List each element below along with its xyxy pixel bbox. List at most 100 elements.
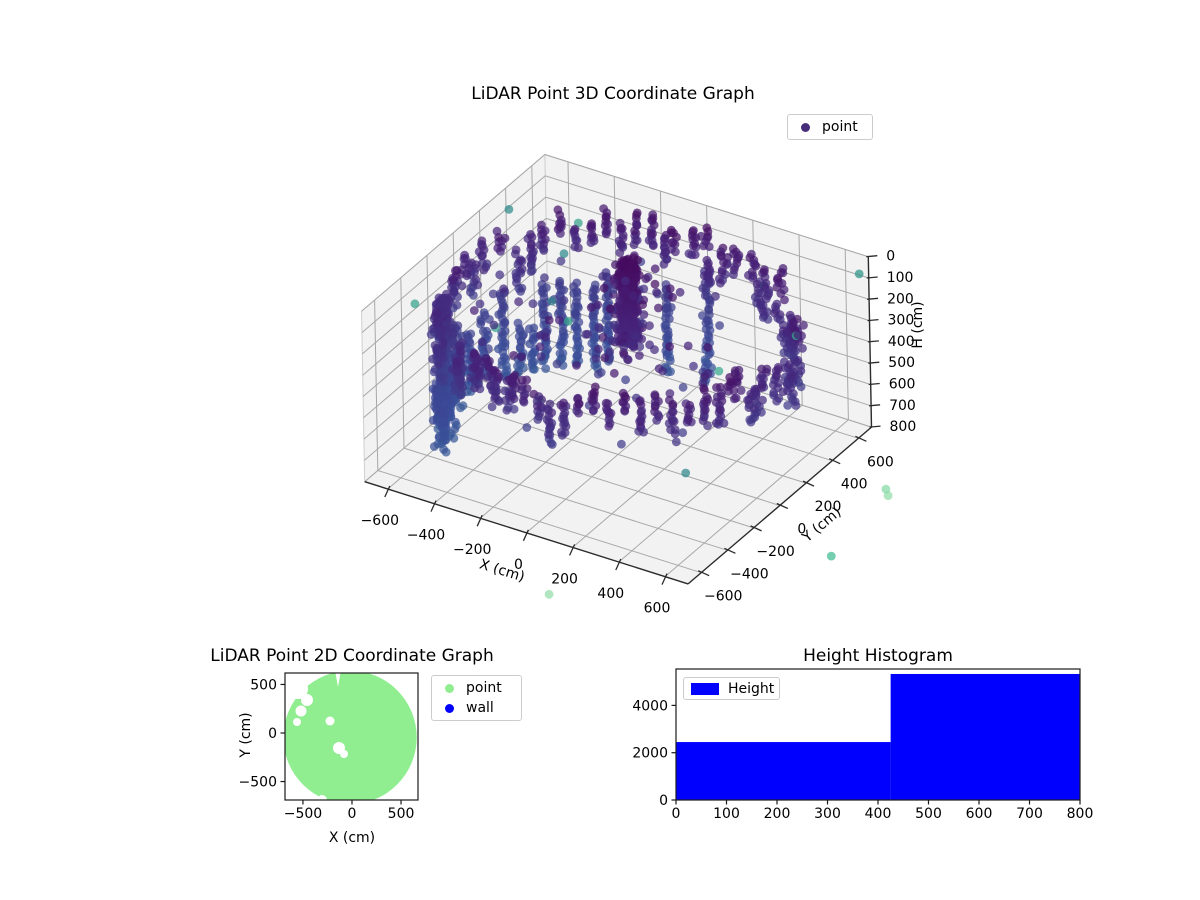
plot2d: −500 0 500 500 0 −500: [239, 672, 419, 822]
z-tick: [868, 382, 880, 386]
y-tick-label: 0: [659, 793, 668, 809]
blob-notch: [335, 673, 341, 687]
y-tick-label: 0: [268, 726, 277, 742]
x-tick-label: 600: [644, 601, 671, 617]
y-tick: [802, 480, 815, 487]
height-patch-icon: [691, 682, 719, 695]
z-tick: [866, 255, 878, 258]
x-tick: [615, 558, 622, 571]
plot2d-xaxis-label: X (cm): [328, 830, 376, 846]
x-tick: [569, 544, 576, 556]
legend-row-point: point: [788, 117, 872, 137]
axis-spines-and-ticks: −600−400−2000200400600−600−400−200020040…: [361, 249, 917, 617]
legend-label: point: [466, 680, 502, 696]
z-tick-label: 300: [888, 313, 915, 329]
z-tick-label: 0: [886, 249, 895, 265]
x-tick-label: 300: [814, 806, 841, 822]
x-tick: [522, 529, 529, 542]
x-tick-label: 600: [966, 806, 993, 822]
z-tick: [867, 318, 879, 322]
y-tick-label: 500: [250, 677, 277, 693]
legend-row-point: point: [432, 678, 521, 698]
grid-line: [544, 154, 869, 258]
z-tick: [867, 297, 879, 300]
grid-line: [572, 390, 757, 548]
histogram: 0 100 200 300 400 500 600 700 800 0 2000 4000: [632, 668, 1094, 822]
point-scatter-region: [285, 673, 417, 800]
x-tick-label: 200: [764, 806, 791, 822]
blob-notch: [325, 716, 335, 726]
y-tick-label: 400: [841, 477, 868, 493]
x-tick: [384, 485, 391, 498]
wall-marker-icon: [445, 703, 454, 713]
z-tick-label: 500: [888, 355, 915, 371]
z-tick: [869, 404, 881, 407]
x-tick-label: 0: [672, 806, 681, 822]
y-tick-label: −400: [730, 566, 768, 582]
grid-line: [361, 154, 546, 312]
plot3d-zaxis-label: H (cm): [910, 301, 926, 349]
y-tick: [697, 570, 710, 577]
legend-row-wall: wall: [432, 698, 521, 718]
z-tick: [869, 425, 881, 428]
blob-notch: [317, 795, 327, 800]
y-tick: [724, 547, 736, 554]
point-marker-icon: [801, 122, 810, 132]
x-tick-label: 500: [915, 806, 942, 822]
legend-row-height: Height: [684, 679, 779, 699]
y-tick-label: 200: [815, 499, 842, 515]
histogram-bar: [676, 742, 891, 800]
y-tick-label: 4000: [632, 698, 668, 714]
x-tick-label: 800: [1067, 806, 1094, 822]
histogram-title: Height Histogram: [803, 646, 953, 666]
blob-notch: [295, 705, 307, 717]
blob-notch: [285, 673, 294, 684]
legend-label: point: [822, 119, 858, 135]
grid-line: [618, 404, 803, 563]
plot3d-title: LiDAR Point 3D Coordinate Graph: [471, 84, 755, 104]
z-tick: [866, 276, 878, 279]
y-tick-label: 600: [867, 454, 894, 470]
blob-notch: [301, 694, 313, 706]
y-tick-label: −500: [239, 775, 277, 791]
plot3d: −600−400−2000200400600−600−400−200020040…: [361, 153, 917, 617]
y-tick: [855, 435, 867, 442]
point-cloud-2d: [285, 673, 417, 800]
legend-label: Height: [728, 680, 775, 697]
y-tick-label: −600: [704, 589, 742, 605]
y-tick: [750, 525, 762, 532]
z-tick-label: 400: [888, 334, 915, 350]
z-tick-label: 800: [890, 419, 917, 435]
x-tick-label: 700: [1016, 806, 1043, 822]
z-tick-label: 100: [887, 270, 914, 286]
blob-notch: [340, 750, 348, 758]
z-tick: [867, 340, 879, 343]
x-tick-label: −600: [361, 513, 399, 529]
y-tick: [828, 458, 841, 465]
x-tick-label: −400: [407, 528, 445, 544]
histogram-legend: Height: [683, 677, 780, 700]
z-tick: [868, 361, 880, 364]
y-tick-label: 2000: [632, 746, 668, 762]
legend-label: wall: [466, 700, 494, 716]
z-tick-label: 200: [887, 291, 914, 307]
point-marker-icon: [445, 683, 454, 693]
plot3d-legend: point: [787, 114, 873, 140]
z-tick-label: 700: [889, 398, 916, 414]
x-tick-label: 0: [514, 557, 523, 573]
y-tick-label: 0: [797, 522, 806, 538]
x-tick-label: 500: [388, 806, 415, 822]
point-cloud: [410, 204, 893, 599]
x-tick-label: 200: [551, 571, 578, 587]
x-tick-label: 400: [597, 586, 624, 602]
x-tick-label: 0: [348, 806, 357, 822]
grid-line: [526, 375, 711, 534]
grid-line: [479, 361, 664, 519]
grid-lines: [361, 154, 872, 577]
y-tick: [776, 502, 789, 510]
plot2d-title: LiDAR Point 2D Coordinate Graph: [210, 646, 494, 666]
plot2d-yaxis-label: Y (cm): [238, 712, 254, 758]
x-tick: [661, 573, 668, 585]
plot2d-legend: point wall: [431, 675, 522, 721]
